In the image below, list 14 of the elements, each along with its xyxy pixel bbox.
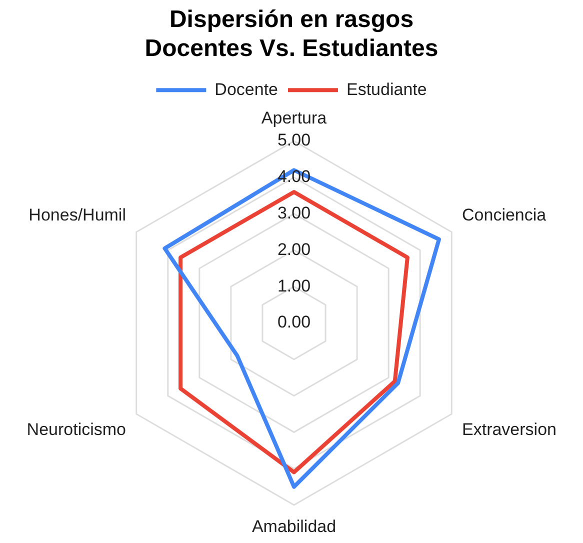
spoke-label: Neuroticismo <box>26 420 126 439</box>
spoke-label: Amabilidad <box>252 516 336 536</box>
legend-label: Docente <box>214 80 278 99</box>
y-tick-label: 2.00 <box>277 240 311 259</box>
spoke-label: Hones/Humil <box>28 205 126 224</box>
y-tick-label: 5.00 <box>277 130 311 150</box>
y-tick-label: 0.00 <box>277 312 311 332</box>
spoke-label: Conciencia <box>462 205 547 224</box>
spoke-label: Extraversion <box>462 420 556 439</box>
y-tick-label: 1.00 <box>277 276 311 296</box>
legend-label: Estudiante <box>346 80 427 99</box>
chart-title: Dispersión en rasgos Docentes Vs. Estudiantes <box>144 6 438 62</box>
spoke-label: Apertura <box>261 108 328 128</box>
y-tick-label: 3.00 <box>277 203 311 222</box>
